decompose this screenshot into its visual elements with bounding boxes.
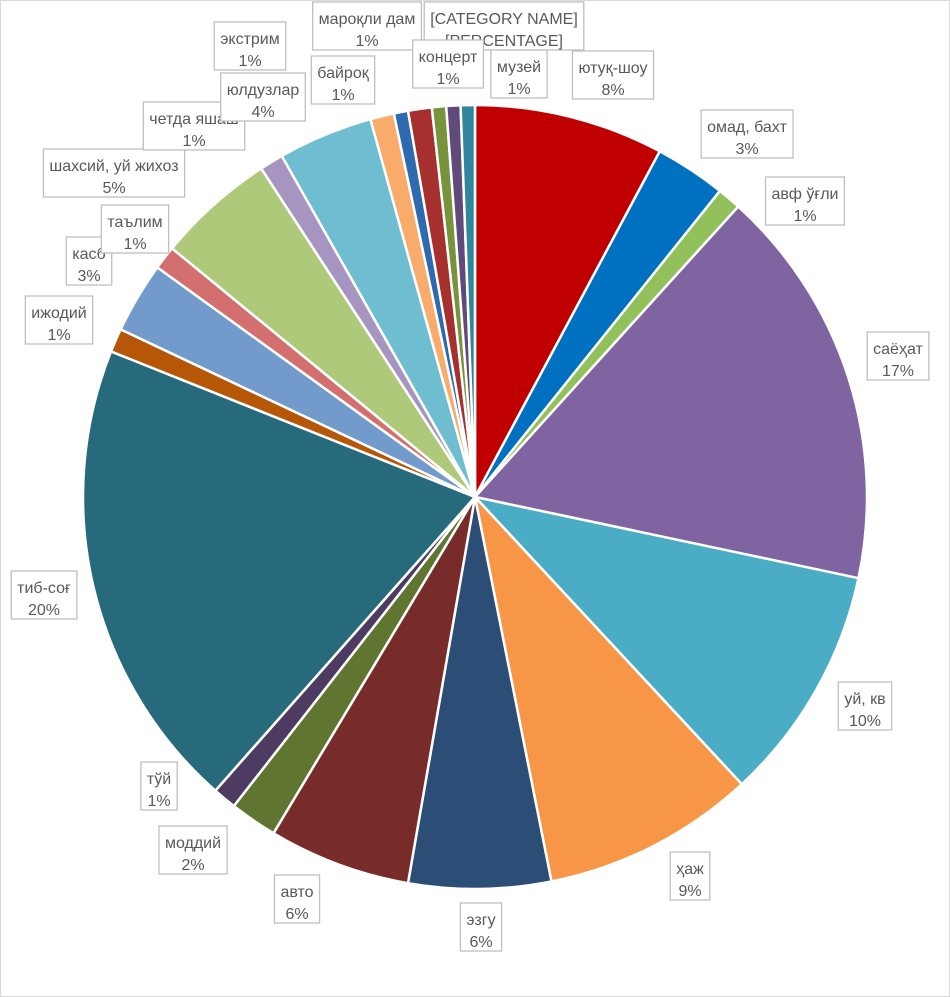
data-label: саёҳат 17% <box>866 331 930 381</box>
pie-slice <box>272 495 477 885</box>
data-label-percentage: 1% <box>507 81 530 98</box>
data-label-percentage: 3% <box>735 141 758 158</box>
data-label: ютуқ-шоу 8% <box>571 50 655 100</box>
data-label: ҳаж 9% <box>669 851 711 901</box>
data-label-category: юлдузлар <box>227 82 300 99</box>
data-label-box <box>866 331 930 381</box>
data-label-box <box>490 49 548 99</box>
data-label-box <box>42 148 186 198</box>
data-label-box <box>100 204 170 254</box>
data-label-percentage: 17% <box>882 363 914 380</box>
data-label-category: байроқ <box>317 65 369 82</box>
data-label-percentage: 6% <box>469 934 492 951</box>
data-label-category: авф ўғли <box>772 186 839 203</box>
data-label-box <box>273 874 321 924</box>
data-label-category: авто <box>280 884 313 901</box>
data-labels: ютуқ-шоу 8% омад, бахт 3% авф ўғли 1% саёҳат 17… <box>10 1 930 952</box>
data-label: байроқ 1% <box>310 55 376 105</box>
data-label-percentage: 1% <box>331 87 354 104</box>
data-label-percentage: 10% <box>849 713 881 730</box>
data-label: юлдузлар 4% <box>220 72 306 122</box>
data-label-percentage: 1% <box>47 327 70 344</box>
data-label: моддий 2% <box>158 825 228 875</box>
pie-slice <box>473 495 860 786</box>
pie-slice <box>473 103 662 499</box>
data-label-category: мароқли дам <box>319 11 416 28</box>
data-label-box <box>140 761 178 811</box>
pie-slice <box>473 205 869 580</box>
data-label-percentage: 1% <box>238 53 261 70</box>
data-label-percentage: 1% <box>355 33 378 50</box>
data-label-category: тўй <box>147 771 171 788</box>
data-label: эзгу 6% <box>459 902 503 952</box>
data-label-category: концерт <box>419 49 478 66</box>
data-label: авто 6% <box>273 874 321 924</box>
data-label-percentage: 6% <box>285 906 308 923</box>
data-label-box <box>220 72 306 122</box>
data-label-box <box>700 109 794 159</box>
data-label-category: моддий <box>165 835 221 852</box>
data-label: мароқли дам 1% <box>312 1 423 51</box>
data-label-box <box>571 50 655 100</box>
data-label: ижодий 1% <box>24 295 94 345</box>
data-label-percentage: 20% <box>28 602 60 619</box>
data-label-category: саёҳат <box>873 341 923 358</box>
data-label: музей 1% <box>490 49 548 99</box>
data-label-percentage: 1% <box>182 133 205 150</box>
data-label-box <box>459 902 503 952</box>
data-label-category: тиб-соғ <box>17 580 71 597</box>
data-label-category: ижодий <box>31 305 86 322</box>
pie-slice <box>406 495 553 891</box>
data-label-category: ютуқ-шоу <box>578 60 647 77</box>
data-label-box <box>310 55 376 105</box>
data-label: шахсий, уй жихоз 5% <box>42 148 186 198</box>
data-label-box <box>764 176 846 226</box>
data-label-percentage: 1% <box>793 208 816 225</box>
data-label: таълим 1% <box>100 204 170 254</box>
data-label-percentage: 3% <box>77 268 100 285</box>
data-label-box <box>24 295 94 345</box>
data-label-box <box>10 570 78 620</box>
data-label-category: экстрим <box>220 31 280 48</box>
data-label-category: таълим <box>107 214 162 231</box>
data-label-box <box>837 681 893 731</box>
data-label-category: эзгу <box>466 912 495 929</box>
data-label-category: касб <box>72 246 105 263</box>
data-label-category: четда яшаш <box>149 111 238 128</box>
data-label-percentage: 4% <box>251 104 274 121</box>
data-label-percentage: 9% <box>678 883 701 900</box>
data-label-percentage: 1% <box>147 793 170 810</box>
data-label: тўй 1% <box>140 761 178 811</box>
data-label: авф ўғли 1% <box>764 176 846 226</box>
pie-slice <box>473 495 744 883</box>
data-label: омад, бахт 3% <box>700 109 794 159</box>
pie-slices <box>81 103 869 891</box>
data-label: концерт 1% <box>412 39 485 89</box>
data-label-category: музей <box>497 59 541 76</box>
data-label: уй, кв 10% <box>837 681 893 731</box>
data-label: четда яшаш 1% <box>142 101 246 151</box>
data-label-box <box>158 825 228 875</box>
data-label-category: [CATEGORY NAME] <box>430 11 578 28</box>
data-label-box <box>669 851 711 901</box>
data-label-box <box>213 21 287 71</box>
data-label-percentage: 1% <box>436 71 459 88</box>
data-label-category: ҳаж <box>676 861 704 878</box>
data-label-percentage: 1% <box>123 236 146 253</box>
pie-slice <box>81 350 477 792</box>
data-label-category: омад, бахт <box>707 119 788 136</box>
data-label-box <box>312 1 423 51</box>
data-label-percentage: 5% <box>102 180 125 197</box>
data-label-category: уй, кв <box>844 691 885 708</box>
data-label-box <box>412 39 485 89</box>
data-label-category: шахсий, уй жихоз <box>49 158 178 175</box>
pie-slice <box>459 103 477 499</box>
data-label-percentage: 2% <box>181 857 204 874</box>
data-label: тиб-соғ 20% <box>10 570 78 620</box>
data-label-percentage: 8% <box>601 82 624 99</box>
data-label: экстрим 1% <box>213 21 287 71</box>
